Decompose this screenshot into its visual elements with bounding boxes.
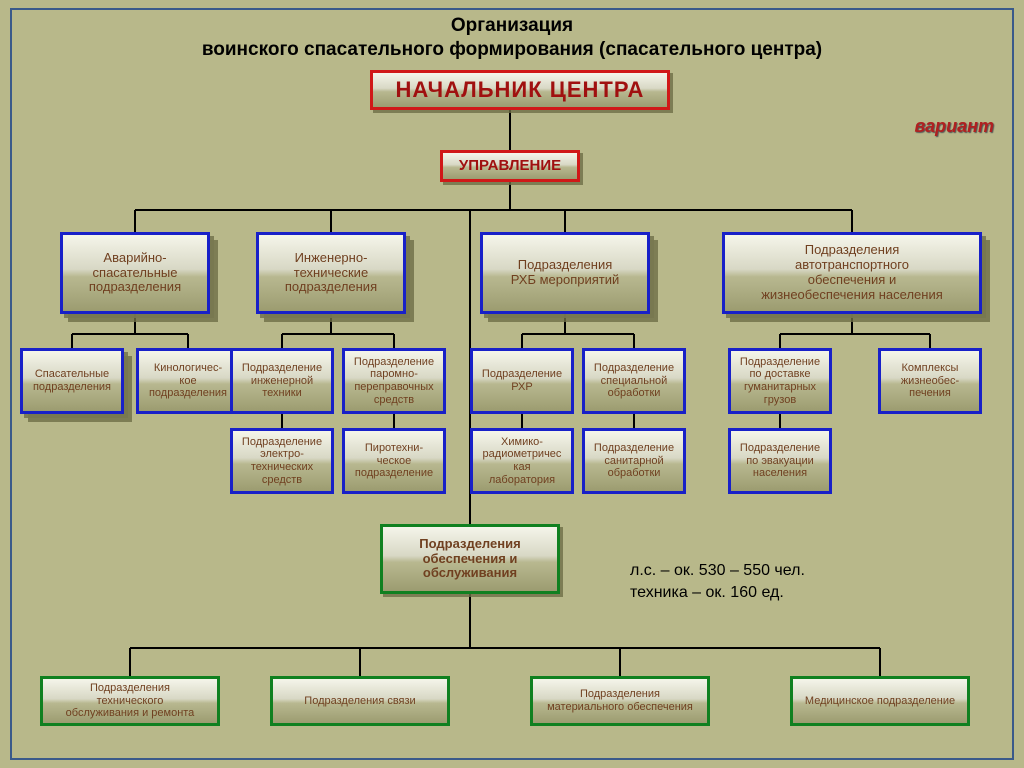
support-box: Подразделения обеспечения и обслуживания bbox=[380, 524, 560, 594]
dept1-box: Аварийно- спасательные подразделения bbox=[60, 232, 210, 314]
d4-sub2: Комплексы жизнеобес- печения bbox=[878, 348, 982, 414]
diagram-title: Организация воинского спасательного форм… bbox=[0, 14, 1024, 62]
d4-sub1: Подразделение по доставке гуманитарных г… bbox=[728, 348, 832, 414]
d1-sub1: Спасательные подразделения bbox=[20, 348, 124, 414]
mgmt-box: УПРАВЛЕНИЕ bbox=[440, 150, 580, 182]
bottom1: Подразделения технического обслуживания … bbox=[40, 676, 220, 726]
bottom3: Подразделения материального обеспечения bbox=[530, 676, 710, 726]
dept4-box: Подразделения автотранспортного обеспече… bbox=[722, 232, 982, 314]
d3-sub2: Подразделение специальной обработки bbox=[582, 348, 686, 414]
bottom4: Медицинское подразделение bbox=[790, 676, 970, 726]
d3-sub1: Подразделение РХР bbox=[470, 348, 574, 414]
dept3-box: Подразделения РХБ мероприятий bbox=[480, 232, 650, 314]
d4-sub3: Подразделение по эвакуации населения bbox=[728, 428, 832, 494]
bottom2: Подразделения связи bbox=[270, 676, 450, 726]
title-line2: воинского спасательного формирования (сп… bbox=[0, 38, 1024, 62]
d2-sub3: Подразделение электро- технических средс… bbox=[230, 428, 334, 494]
d2-sub1: Подразделение инженерной техники bbox=[230, 348, 334, 414]
d3-sub3: Химико- радиометричес кая лаборатория bbox=[470, 428, 574, 494]
head-box: НАЧАЛЬНИК ЦЕНТРА bbox=[370, 70, 670, 110]
stat-line2: техника – ок. 160 ед. bbox=[630, 582, 805, 604]
d2-sub4: Пиротехни- ческое подразделение bbox=[342, 428, 446, 494]
stat-line1: л.с. – ок. 530 – 550 чел. bbox=[630, 560, 805, 582]
title-line1: Организация bbox=[0, 14, 1024, 38]
dept2-box: Инженерно- технические подразделения bbox=[256, 232, 406, 314]
stats-block: л.с. – ок. 530 – 550 чел. техника – ок. … bbox=[630, 560, 805, 605]
d1-sub2: Кинологичес- кое подразделения bbox=[136, 348, 240, 414]
d2-sub2: Подразделение паромно- переправочных сре… bbox=[342, 348, 446, 414]
variant-label: вариант bbox=[914, 116, 994, 137]
d3-sub4: Подразделение санитарной обработки bbox=[582, 428, 686, 494]
